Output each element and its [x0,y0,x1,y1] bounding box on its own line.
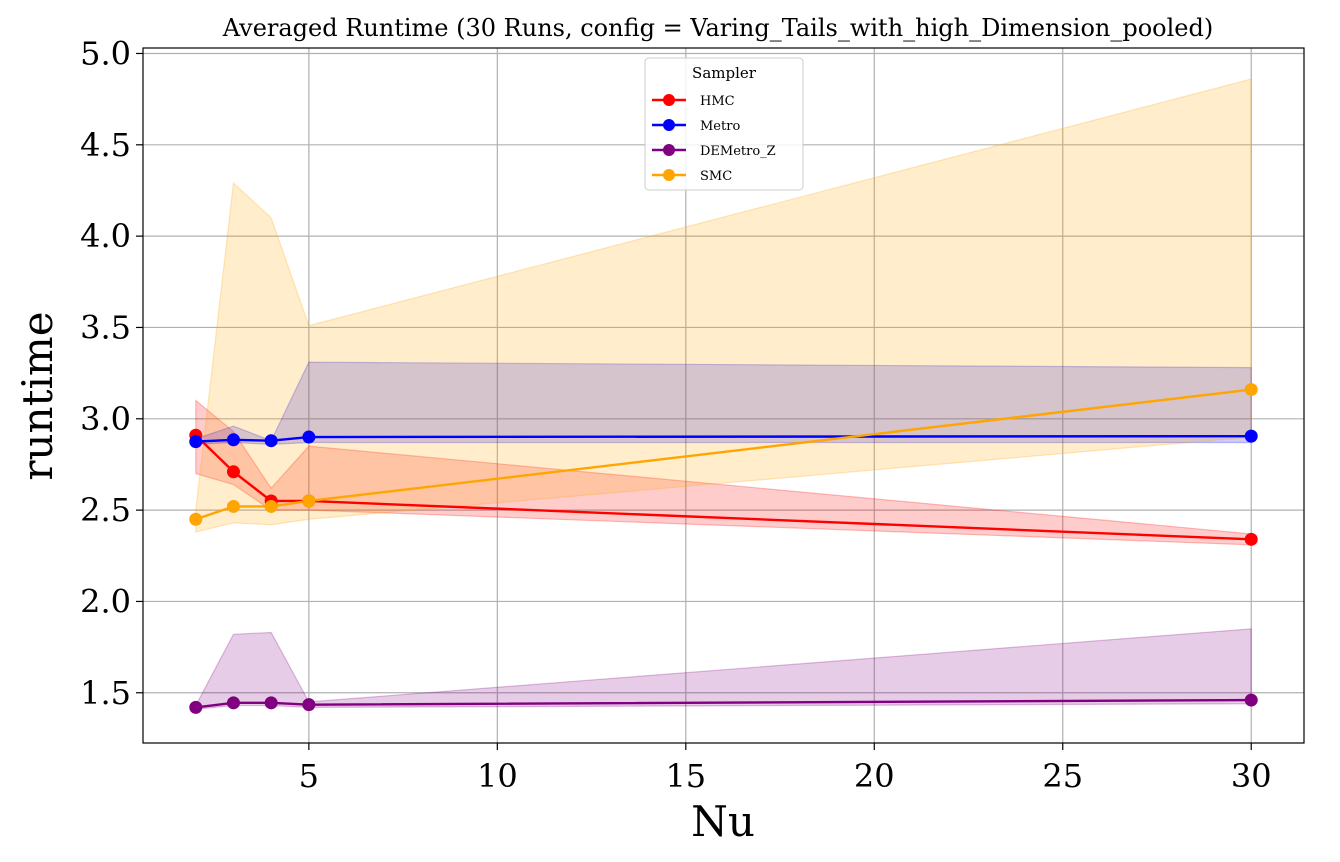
legend-swatch-marker [663,94,675,106]
point-demetro-z [189,700,203,714]
y-tick-label: 3.0 [80,400,131,438]
legend-label: Metro [700,119,740,134]
point-smc [1244,383,1258,397]
point-metro [1244,429,1258,443]
point-smc [226,499,240,513]
legend: Sampler HMC Metro DEMetro_Z SMC [644,57,804,191]
y-tick-label: 4.5 [80,126,131,164]
confidence-bands [195,78,1252,710]
legend-swatch-marker [663,119,675,131]
x-tick-label: 25 [1042,757,1083,795]
legend-box [644,57,804,191]
point-demetro-z [302,698,316,712]
point-smc [264,499,278,513]
legend-label: SMC [700,169,732,184]
series-points [189,383,1258,714]
x-tick-label: 20 [854,757,895,795]
y-tick-label: 3.5 [80,308,131,346]
point-metro [264,434,278,448]
legend-item-hmc: HMC [652,94,735,109]
legend-swatch-marker [663,144,675,156]
x-axis-ticks: 5 10 15 20 25 30 [299,743,1272,795]
y-axis-ticks: 1.5 2.0 2.5 3.0 3.5 4.0 4.5 5.0 [80,34,143,712]
point-smc [189,512,203,526]
y-tick-label: 4.0 [80,217,131,255]
legend-label: DEMetro_Z [700,144,776,159]
x-tick-label: 10 [477,757,518,795]
point-hmc [226,465,240,479]
plot-frame [142,47,1305,744]
point-hmc [1244,532,1258,546]
point-metro [189,435,203,449]
legend-swatch-marker [663,169,675,181]
point-smc [302,494,316,508]
point-metro [302,430,316,444]
point-demetro-z [226,696,240,710]
point-metro [226,433,240,447]
legend-label: HMC [700,94,735,109]
point-demetro-z [264,696,278,710]
x-tick-label: 30 [1231,757,1272,795]
legend-title: Sampler [692,64,757,82]
y-tick-label: 2.5 [80,491,131,529]
legend-item-smc: SMC [652,169,732,184]
band-demetro-z [195,628,1252,710]
y-tick-label: 5.0 [80,34,131,72]
point-demetro-z [1244,693,1258,707]
x-tick-label: 15 [665,757,706,795]
x-tick-label: 5 [299,757,319,795]
x-axis-label: Nu [691,797,755,846]
chart-title: Averaged Runtime (30 Runs, config = Vari… [222,14,1213,42]
y-tick-label: 1.5 [80,674,131,712]
legend-item-demetro-z: DEMetro_Z [652,144,776,159]
y-tick-label: 2.0 [80,582,131,620]
legend-item-metro: Metro [652,119,740,134]
y-axis-label: runtime [13,311,62,480]
